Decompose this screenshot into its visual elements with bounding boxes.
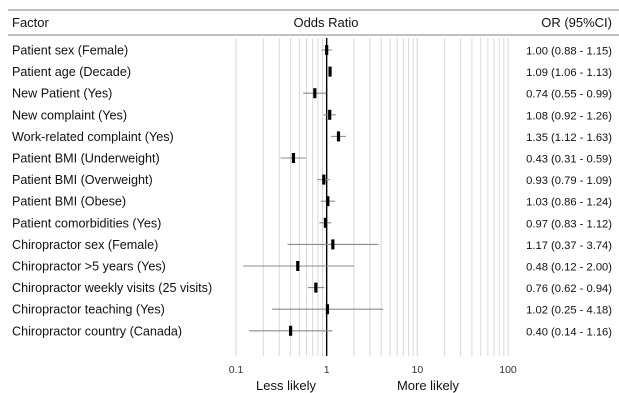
odds-ratio-marker: [328, 66, 332, 77]
odds-ratio-marker: [336, 131, 341, 142]
odds-ratio-marker: [323, 217, 328, 228]
or-ci-value: 1.35 (1.12 - 1.63): [526, 132, 612, 144]
forest-row: Chiropractor sex (Female) 1.17 (0.37 - 3.…: [12, 238, 612, 252]
odds-ratio-marker: [325, 304, 330, 315]
x-tick-label: 100: [499, 364, 517, 376]
header-odds-ratio: Odds Ratio: [293, 15, 358, 30]
factor-label: Patient BMI (Overweight): [12, 173, 153, 187]
factor-label: Chiropractor sex (Female): [12, 238, 158, 252]
x-tick-label: 1: [324, 364, 330, 376]
odds-ratio-marker: [325, 45, 329, 55]
or-ci-value: 0.97 (0.83 - 1.12): [526, 218, 612, 230]
factor-label: Patient BMI (Obese): [12, 195, 126, 209]
or-ci-value: 1.00 (0.88 - 1.15): [526, 46, 612, 58]
odds-ratio-marker: [331, 239, 335, 250]
forest-row: Patient BMI (Overweight) 0.93 (0.79 - 1.0…: [12, 173, 612, 187]
forest-row: Patient BMI (Obese) 1.03 (0.86 - 1.24): [12, 195, 612, 209]
or-ci-value: 0.43 (0.31 - 0.59): [526, 154, 612, 166]
factor-label: Patient BMI (Underweight): [12, 152, 160, 166]
factor-label: Patient age (Decade): [12, 65, 131, 79]
odds-ratio-marker: [288, 325, 293, 336]
forest-row: Work-related complaint (Yes) 1.35 (1.12 -…: [12, 130, 612, 144]
factor-label: Chiropractor country (Canada): [12, 324, 182, 338]
top-margin: [0, 0, 619, 4]
forest-row: Chiropractor >5 years (Yes) 0.48 (0.12 - …: [12, 260, 612, 274]
factor-label: Chiropractor >5 years (Yes): [12, 260, 166, 274]
x-axis: 0.1 1 10 100 Less likely More likely: [229, 364, 517, 393]
odds-ratio-marker: [326, 196, 330, 207]
factor-label: Patient comorbidities (Yes): [12, 216, 161, 230]
direction-label-left: Less likely: [256, 378, 316, 393]
factor-label: Chiropractor weekly visits (25 visits): [12, 281, 212, 295]
factor-label: New complaint (Yes): [12, 108, 127, 122]
factor-label: New Patient (Yes): [12, 87, 112, 101]
factor-label: Patient sex (Female): [12, 44, 128, 58]
gridlines: [235, 38, 509, 356]
forest-row: Patient comorbidities (Yes) 0.97 (0.83 - …: [12, 216, 612, 230]
direction-label-right: More likely: [397, 378, 460, 393]
odds-ratio-marker: [296, 261, 300, 271]
factor-label: Chiropractor teaching (Yes): [12, 303, 165, 317]
or-ci-value: 0.40 (0.14 - 1.16): [526, 326, 612, 338]
odds-ratio-marker: [313, 88, 317, 99]
or-ci-value: 1.17 (0.37 - 3.74): [526, 240, 612, 252]
or-ci-value: 0.74 (0.55 - 0.99): [526, 89, 612, 101]
or-ci-value: 0.93 (0.79 - 1.09): [526, 175, 612, 187]
factor-label: Work-related complaint (Yes): [12, 130, 174, 144]
odds-ratio-marker: [314, 282, 318, 293]
x-tick-label: 0.1: [229, 364, 244, 376]
or-ci-value: 1.03 (0.86 - 1.24): [526, 197, 612, 209]
forest-row: Patient BMI (Underweight) 0.43 (0.31 - 0.…: [12, 152, 612, 166]
odds-ratio-marker: [291, 153, 296, 163]
header-factor: Factor: [12, 15, 50, 30]
or-ci-value: 0.48 (0.12 - 2.00): [526, 262, 612, 274]
forest-row: Chiropractor weekly visits (25 visits) 0.…: [12, 281, 612, 295]
forest-rows: Patient sex (Female) 1.00 (0.88 - 1.15)Pa…: [12, 44, 612, 339]
forest-row: New Patient (Yes) 0.74 (0.55 - 0.99): [12, 87, 612, 101]
or-ci-value: 1.08 (0.92 - 1.26): [526, 110, 612, 122]
odds-ratio-marker: [328, 109, 332, 120]
forest-row: Chiropractor teaching (Yes) 1.02 (0.25 - …: [12, 303, 612, 317]
odds-ratio-marker: [322, 174, 326, 185]
or-ci-value: 1.09 (1.06 - 1.13): [526, 67, 612, 79]
header-or-ci: OR (95%CI): [541, 15, 612, 30]
forest-row: Patient age (Decade) 1.09 (1.06 - 1.13): [12, 65, 612, 79]
forest-row: Chiropractor country (Canada) 0.40 (0.14 …: [12, 324, 612, 338]
or-ci-value: 0.76 (0.62 - 0.94): [526, 283, 612, 295]
or-ci-value: 1.02 (0.25 - 4.18): [526, 305, 612, 317]
x-tick-label: 10: [411, 364, 423, 376]
forest-row: Patient sex (Female) 1.00 (0.88 - 1.15): [12, 44, 612, 58]
forest-row: New complaint (Yes) 1.08 (0.92 - 1.26): [12, 108, 612, 122]
